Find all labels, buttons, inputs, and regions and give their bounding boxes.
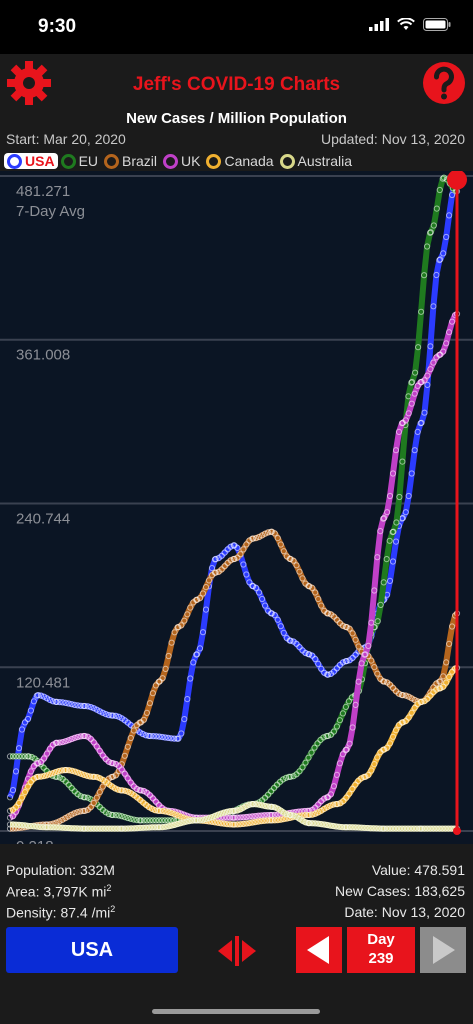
legend-item-uk[interactable]: UK	[160, 153, 203, 169]
legend-item-canada[interactable]: Canada	[203, 153, 276, 169]
legend-dot-icon	[104, 154, 119, 169]
country-select-button[interactable]: USA	[6, 927, 178, 973]
value-info: Value: 478.591	[372, 862, 465, 878]
legend-item-eu[interactable]: EU	[58, 153, 101, 169]
y-tick-label: 481.271	[16, 183, 70, 200]
chart-subtitle: 7-Day Avg	[16, 203, 85, 220]
app-title: Jeff's COVID-19 Charts	[0, 74, 473, 96]
day-indicator: Day 239	[347, 927, 415, 973]
chart-area[interactable]: 481.271 361.008 240.744 120.481 0.218 7-Day A…	[0, 171, 473, 844]
triangle-left-icon	[296, 927, 342, 973]
y-tick-label: 361.008	[16, 347, 70, 364]
population-info: Population: 332M	[6, 862, 115, 878]
y-tick-label: 120.481	[16, 674, 70, 691]
legend-label: EU	[79, 153, 98, 169]
legend-dot-icon	[7, 154, 22, 169]
y-tick-label: 0.218	[16, 838, 54, 844]
density-unit-sup: 2	[110, 904, 115, 914]
battery-icon	[423, 18, 451, 31]
signal-icon	[369, 18, 389, 31]
chart-svg[interactable]: 481.271 361.008 240.744 120.481 0.218 7-Day A…	[0, 171, 473, 844]
drag-handle-icon[interactable]	[218, 936, 256, 966]
density-value: Density: 87.4 /mi	[6, 905, 110, 921]
legend-dot-icon	[206, 154, 221, 169]
triangle-right-icon	[420, 927, 466, 973]
updated-date: Updated: Nov 13, 2020	[321, 131, 465, 147]
legend-label: Brazil	[122, 153, 157, 169]
area-info: Area: 3,797K mi2	[6, 883, 111, 900]
legend-label: Australia	[298, 153, 352, 169]
area-unit-sup: 2	[106, 883, 111, 893]
day-label: Day	[347, 931, 415, 948]
legend-dot-icon	[61, 154, 76, 169]
legend-label: UK	[181, 153, 200, 169]
y-tick-label: 240.744	[16, 511, 70, 528]
status-bar: 9:30	[0, 0, 473, 54]
legend-item-brazil[interactable]: Brazil	[101, 153, 160, 169]
legend-item-australia[interactable]: Australia	[277, 153, 355, 169]
legend-dot-icon	[280, 154, 295, 169]
area-value: Area: 3,797K mi	[6, 884, 106, 900]
status-icons	[369, 18, 451, 31]
day-cursor-base	[453, 827, 461, 835]
legend-item-usa[interactable]: USA	[4, 153, 58, 169]
help-icon[interactable]	[421, 60, 467, 106]
legend-dot-icon	[163, 154, 178, 169]
status-time: 9:30	[38, 16, 76, 38]
start-date: Start: Mar 20, 2020	[6, 131, 126, 147]
next-day-button[interactable]	[420, 927, 466, 973]
new-cases-info: New Cases: 183,625	[335, 883, 465, 899]
date-info: Date: Nov 13, 2020	[344, 904, 465, 920]
chart-title: New Cases / Million Population	[0, 110, 473, 127]
wifi-icon	[397, 18, 415, 31]
home-indicator	[152, 1009, 320, 1014]
header: Jeff's COVID-19 Charts	[0, 54, 473, 110]
legend-label: Canada	[224, 153, 273, 169]
app-screen: Jeff's COVID-19 Charts New Cases / Milli…	[0, 54, 473, 1024]
legend: USA EU Brazil UK Canada Australia	[4, 150, 470, 172]
legend-label: USA	[25, 153, 55, 169]
density-info: Density: 87.4 /mi2	[6, 904, 115, 921]
day-number: 239	[347, 950, 415, 967]
prev-day-button[interactable]	[296, 927, 342, 973]
